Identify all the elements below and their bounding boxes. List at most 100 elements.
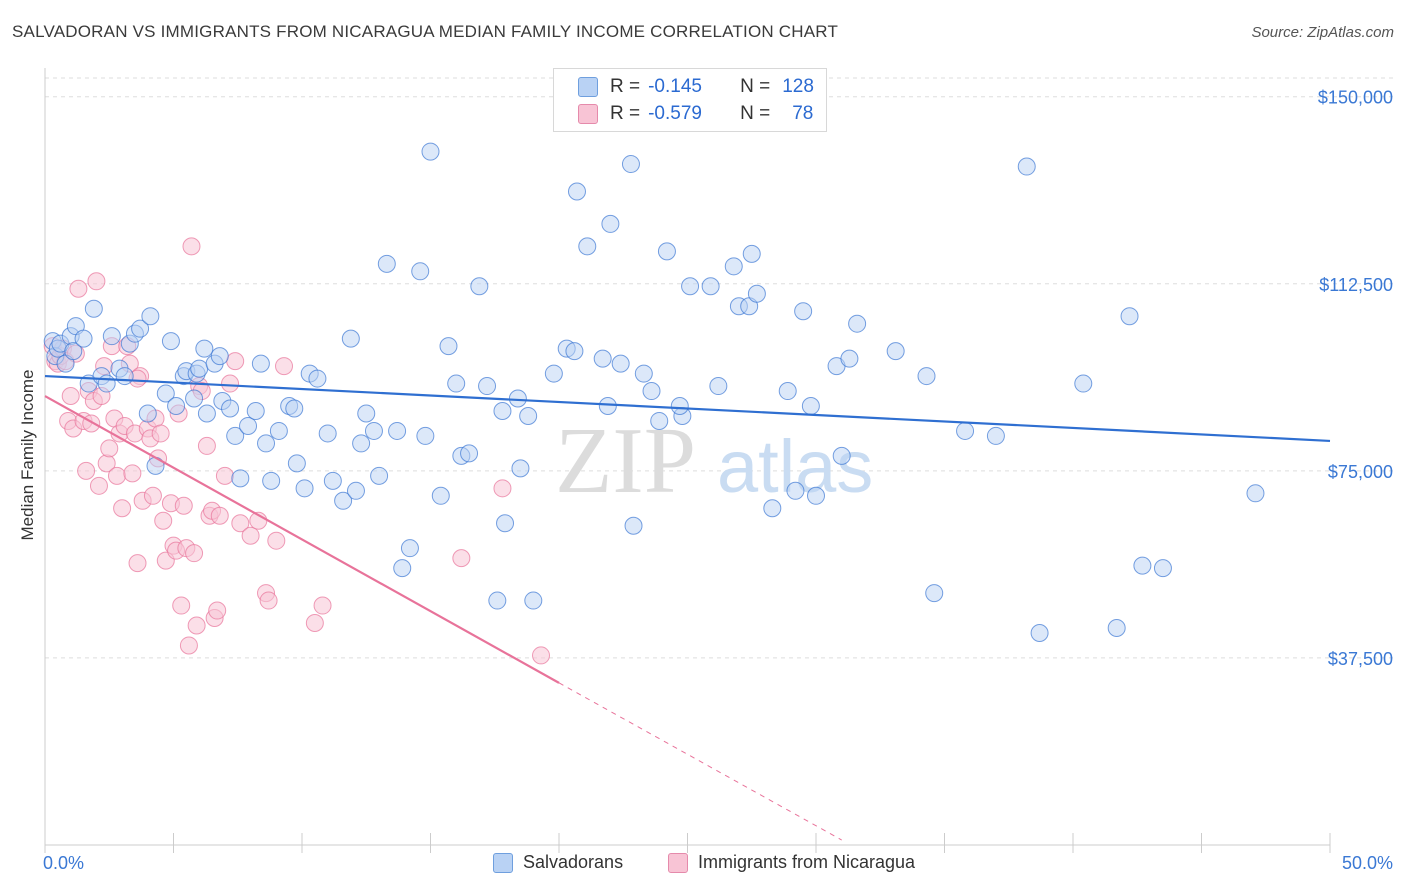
nicaragua-trend-extension: [558, 682, 842, 841]
blue-swatch: [493, 852, 513, 873]
salvadoran-point: [488, 591, 507, 610]
salvadoran-point: [611, 354, 630, 373]
chart-title: SALVADORAN VS IMMIGRANTS FROM NICARAGUA …: [12, 22, 839, 41]
nicaragua-point: [77, 461, 96, 480]
salvadoran-point: [131, 319, 150, 338]
salvadoran-point: [544, 364, 563, 383]
salvadoran-point: [747, 284, 766, 303]
nicaragua-point: [231, 514, 250, 533]
nicaragua-point: [61, 387, 80, 406]
r-value: -0.579: [648, 103, 702, 124]
salvadoran-point: [681, 277, 700, 296]
gridlines: [45, 77, 1393, 659]
axes: [44, 68, 1331, 853]
salvadoran-point: [346, 481, 365, 500]
nicaragua-point: [267, 531, 286, 550]
salvadoran-point: [285, 399, 304, 418]
salvadoran-point: [439, 337, 458, 356]
nicaragua-point: [143, 486, 162, 505]
salvadoran-point: [478, 377, 497, 396]
salvadoran-point: [221, 399, 240, 418]
salvadoran-point: [257, 434, 276, 453]
nicaragua-point: [87, 272, 106, 291]
salvadoran-point: [185, 389, 204, 408]
legend-item-salvadorans: Salvadorans: [493, 852, 623, 873]
nicaragua-point: [532, 646, 551, 665]
salvadoran-point: [156, 384, 175, 403]
nicaragua-point: [172, 596, 191, 615]
salvadoran-point: [377, 254, 396, 273]
salvadoran-point: [794, 302, 813, 321]
salvadoran-point: [115, 367, 134, 386]
salvadoran-point: [400, 539, 419, 558]
nicaragua-point: [275, 357, 294, 376]
salvadoran-point: [650, 411, 669, 430]
blue-swatch: [578, 77, 598, 97]
salvadoran-point: [370, 466, 389, 485]
salvadoran-point: [601, 214, 620, 233]
salvadoran-point: [308, 369, 327, 388]
y-tick-label: $37,500: [1328, 649, 1393, 669]
x-tick-label-left: 0.0%: [43, 853, 84, 873]
salvadoran-point: [102, 327, 121, 346]
salvadoran-point: [421, 142, 440, 161]
salvadoran-point: [161, 332, 180, 351]
nicaragua-point: [107, 466, 126, 485]
salvadoran-point: [141, 307, 160, 326]
salvadoran-point: [195, 339, 214, 358]
nicaragua-point: [123, 464, 142, 483]
nicaragua-point: [241, 526, 260, 545]
nicaragua-point: [259, 591, 278, 610]
salvadoran-point: [84, 299, 103, 318]
y-tick-label: $150,000: [1318, 88, 1393, 108]
salvadoran-point: [917, 367, 936, 386]
nicaragua-point: [197, 436, 216, 455]
salvadoran-point: [262, 471, 281, 490]
salvadoran-point: [511, 459, 530, 478]
salvadoran-point: [226, 426, 245, 445]
nicaragua-point: [208, 601, 227, 620]
salvadoran-point: [565, 342, 584, 361]
salvadoran-point: [598, 397, 617, 416]
salvadoran-point: [701, 277, 720, 296]
salvadoran-point: [1133, 556, 1152, 575]
salvadoran-point: [807, 486, 825, 505]
salvadoran-point: [848, 314, 867, 333]
salvadoran-point: [1153, 559, 1172, 578]
salvadoran-point: [621, 155, 640, 174]
legend-label: Immigrants from Nicaragua: [698, 852, 916, 872]
legend-row-salvadorans: R = -0.145 N = 128: [578, 75, 814, 99]
salvadoran-point: [364, 421, 383, 440]
nicaragua-point: [113, 499, 132, 518]
salvadoran-point: [493, 401, 512, 420]
y-tick-label: $75,000: [1328, 462, 1393, 482]
salvadoran-point: [519, 406, 538, 425]
salvadoran-point: [197, 404, 216, 423]
salvadoran-point: [251, 354, 270, 373]
salvadoran-point: [657, 242, 676, 261]
salvadoran-point: [295, 479, 314, 498]
salvadoran-point: [470, 277, 489, 296]
salvadoran-point: [323, 471, 342, 490]
r-label: R =: [610, 103, 641, 124]
salvadoran-point: [210, 347, 229, 366]
salvadoran-point: [524, 591, 543, 610]
nicaragua-point: [174, 496, 193, 515]
pink-swatch: [668, 852, 688, 873]
r-value: -0.145: [648, 76, 702, 97]
salvadoran-point: [138, 404, 157, 423]
salvadoran-point: [724, 257, 743, 276]
salvadoran-point: [1120, 307, 1139, 326]
n-label: N =: [740, 103, 771, 124]
salvadoran-point: [269, 421, 288, 440]
salvadoran-point: [1107, 618, 1126, 637]
salvadoran-point: [1074, 374, 1093, 393]
salvadoran-point: [763, 499, 782, 518]
salvadoran-point: [634, 364, 653, 383]
salvadoran-point: [239, 416, 258, 435]
salvadoran-point: [670, 397, 689, 416]
salvadoran-trend-line: [44, 374, 1331, 443]
salvadoran-point: [64, 342, 83, 361]
salvadoran-point: [886, 342, 905, 361]
